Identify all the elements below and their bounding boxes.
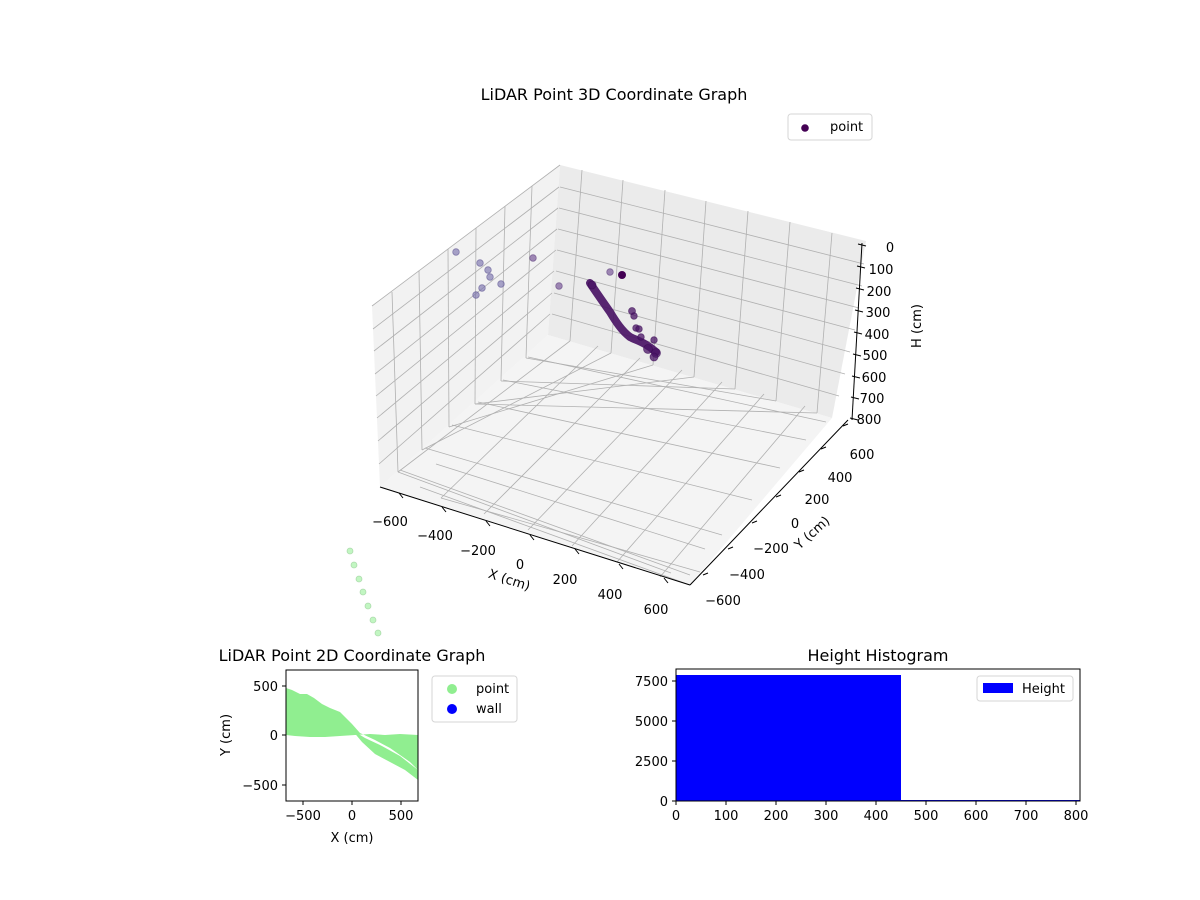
x-axis-line <box>379 486 691 586</box>
svg-text:0: 0 <box>516 558 524 573</box>
legend-point-icon <box>447 684 457 694</box>
svg-text:400: 400 <box>828 471 853 486</box>
svg-text:200: 200 <box>867 285 892 300</box>
chart-3d: LiDAR Point 3D Coordinate Graph <box>346 85 925 637</box>
chart-3d-title: LiDAR Point 3D Coordinate Graph <box>481 85 748 104</box>
svg-text:400: 400 <box>865 328 890 343</box>
legend-histogram: Height <box>976 675 1074 702</box>
legend-height-icon <box>983 683 1013 693</box>
legend-marker-icon <box>801 124 809 132</box>
svg-text:wall: wall <box>476 702 502 717</box>
svg-text:point: point <box>830 120 863 135</box>
svg-text:300: 300 <box>866 306 891 321</box>
svg-text:500: 500 <box>863 349 888 364</box>
legend-wall-icon <box>447 704 457 714</box>
svg-text:500: 500 <box>914 809 939 824</box>
histogram-title: Height Histogram <box>808 646 949 665</box>
svg-text:0: 0 <box>791 517 799 532</box>
y-axis-ticks-hist: 0 2500 5000 7500 <box>635 675 676 810</box>
chart-2d: LiDAR Point 2D Coordinate Graph −500 0 5… <box>219 646 518 846</box>
legend-2d: point wall <box>431 675 518 723</box>
z-axis-label: H (cm) <box>910 304 925 348</box>
svg-text:0: 0 <box>672 809 680 824</box>
x-axis-label-2d: X (cm) <box>331 831 374 846</box>
svg-text:−400: −400 <box>729 568 765 583</box>
x-axis-ticks: −600 −400 −200 0 200 400 600 <box>372 492 669 618</box>
scatter-2d-points <box>286 688 418 780</box>
svg-text:−600: −600 <box>705 594 741 609</box>
svg-text:0: 0 <box>270 729 278 744</box>
svg-text:300: 300 <box>814 809 839 824</box>
svg-text:400: 400 <box>598 588 623 603</box>
svg-text:100: 100 <box>869 263 894 278</box>
x-axis-label: X (cm) <box>486 567 532 595</box>
svg-text:−200: −200 <box>460 544 496 559</box>
svg-text:600: 600 <box>964 809 989 824</box>
svg-text:−500: −500 <box>285 809 321 824</box>
y-axis-label-2d: Y (cm) <box>219 714 234 757</box>
z-axis-ticks: 0 100 200 300 400 500 600 700 800 <box>849 241 894 428</box>
pane-back <box>548 165 866 418</box>
svg-text:7500: 7500 <box>635 675 668 690</box>
z-axis-line <box>851 242 863 421</box>
svg-text:600: 600 <box>644 603 669 618</box>
svg-text:200: 200 <box>764 809 789 824</box>
svg-text:0: 0 <box>348 809 356 824</box>
svg-text:800: 800 <box>857 413 882 428</box>
svg-text:200: 200 <box>805 493 830 508</box>
svg-text:600: 600 <box>862 371 887 386</box>
svg-text:800: 800 <box>1064 809 1089 824</box>
grid-lines <box>371 164 865 586</box>
scatter-3d-points <box>452 248 661 362</box>
svg-text:−200: −200 <box>753 542 789 557</box>
svg-text:2500: 2500 <box>635 755 668 770</box>
svg-text:400: 400 <box>864 809 889 824</box>
x-axis-ticks-2d: −500 0 500 <box>285 801 413 824</box>
point-dense <box>618 271 626 279</box>
svg-text:point: point <box>476 682 509 697</box>
y-axis-ticks-2d: 500 0 −500 <box>242 680 286 794</box>
histogram-frame <box>675 668 1081 802</box>
svg-text:Height: Height <box>1022 682 1065 697</box>
svg-text:0: 0 <box>886 241 894 256</box>
svg-text:700: 700 <box>860 392 885 407</box>
svg-text:200: 200 <box>553 573 578 588</box>
svg-text:500: 500 <box>389 809 414 824</box>
svg-text:600: 600 <box>850 448 875 463</box>
svg-text:5000: 5000 <box>635 715 668 730</box>
chart-2d-title: LiDAR Point 2D Coordinate Graph <box>219 646 486 665</box>
svg-text:700: 700 <box>1014 809 1039 824</box>
overflow-points <box>346 547 382 637</box>
svg-text:100: 100 <box>714 809 739 824</box>
svg-text:−600: −600 <box>372 515 408 530</box>
chart-histogram: Height Histogram 0 100 200 300 400 500 6… <box>635 646 1089 824</box>
x-axis-ticks-hist: 0 100 200 300 400 500 600 700 800 <box>672 801 1089 824</box>
svg-text:0: 0 <box>660 795 668 810</box>
y-axis-ticks: −600 −400 −200 0 200 400 600 <box>702 423 875 609</box>
histogram-bar-0 <box>676 675 901 801</box>
y-axis-line <box>689 419 849 586</box>
legend-3d: point <box>787 113 873 141</box>
svg-text:−400: −400 <box>417 529 453 544</box>
svg-text:−500: −500 <box>242 779 278 794</box>
svg-text:500: 500 <box>253 680 278 695</box>
